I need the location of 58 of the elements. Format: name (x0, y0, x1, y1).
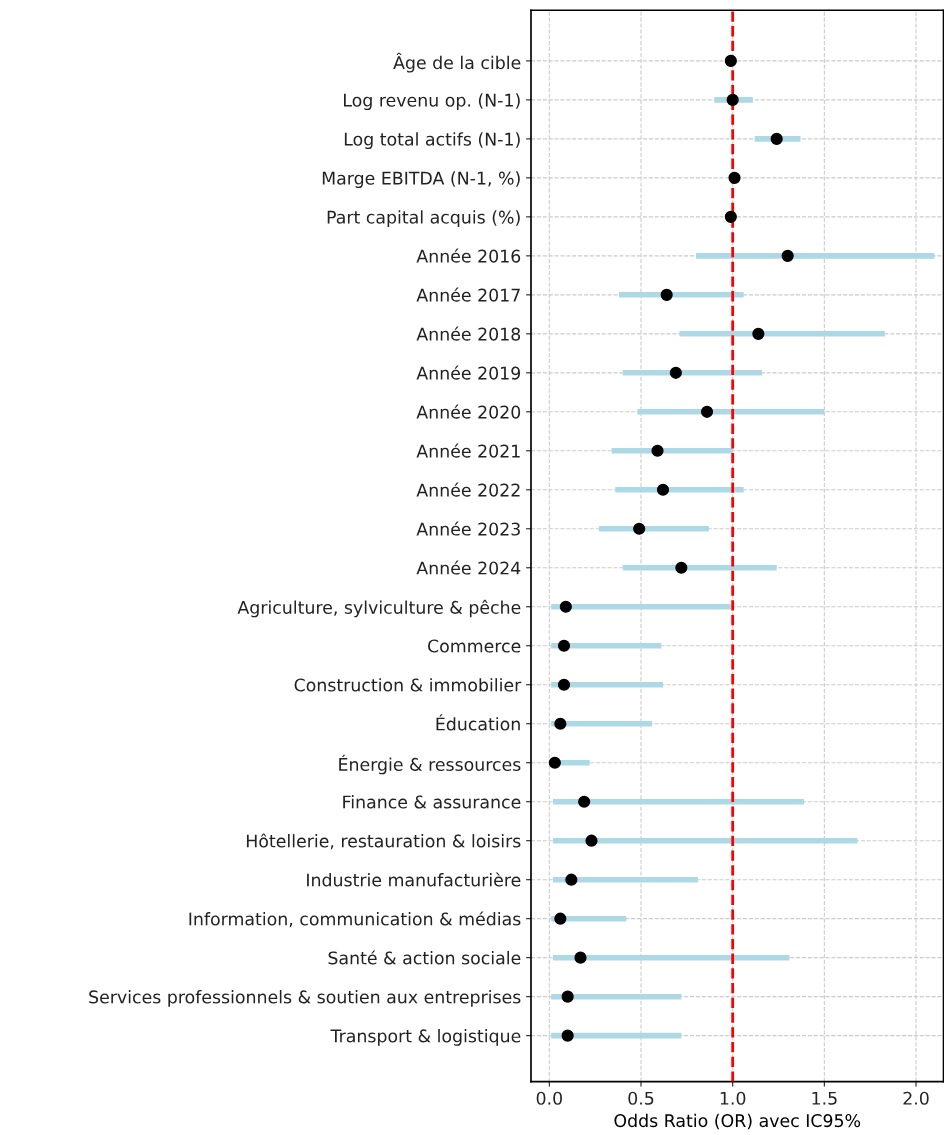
y-tick-label: Log revenu op. (N-1) (344, 93, 520, 111)
x-tick-label: 0.5 (628, 1091, 654, 1105)
y-tick-label: Année 2021 (416, 443, 520, 458)
point (726, 93, 739, 106)
y-tick-label: Âge de la cible (393, 52, 521, 73)
point (578, 795, 591, 808)
point (781, 249, 794, 262)
y-tick-label: Agriculture, sylviculture & pêche (237, 599, 521, 618)
point (633, 522, 646, 535)
y-tick-label: Année 2018 (416, 326, 521, 341)
x-tick-label: 1.5 (812, 1091, 837, 1105)
point (752, 327, 765, 340)
point (724, 210, 737, 223)
point (656, 483, 670, 496)
y-tick-label: Part capital acquis (%) (327, 210, 520, 228)
x-tick-label: 2.0 (903, 1091, 929, 1105)
point (557, 678, 571, 691)
y-tick-label: Année 2020 (416, 404, 521, 419)
y-tick-label: Énergie & ressources (339, 754, 521, 775)
point (724, 54, 737, 67)
point (669, 366, 682, 379)
y-tick-label: Finance & assurance (343, 795, 521, 809)
x-tick-label: 1.0 (720, 1091, 746, 1105)
point (561, 1029, 574, 1042)
point (728, 171, 741, 184)
y-tick-label: Année 2022 (416, 482, 520, 497)
point (660, 288, 673, 301)
point (554, 912, 567, 925)
point (675, 561, 688, 574)
y-tick-label: Éducation (436, 714, 520, 731)
point (557, 639, 571, 652)
y-tick-label: Année 2017 (416, 287, 520, 302)
y-tick-label: Construction & immobilier (294, 678, 522, 692)
y-tick-label: Log total actifs (N-1) (344, 132, 520, 150)
y-tick-label: Année 2016 (416, 248, 521, 263)
y-tick-label: Services professionnels & soutien aux entreprises (89, 990, 521, 1007)
y-tick-label: Marge EBITDA (N-1, %) (322, 171, 520, 189)
point (561, 990, 574, 1003)
y-tick-label: Année 2019 (416, 365, 521, 380)
point (559, 600, 572, 613)
y-tick-label: Année 2023 (416, 521, 520, 536)
point (651, 444, 664, 457)
point (585, 834, 598, 847)
y-tick-label: Information, communication & médias (189, 911, 521, 928)
point (554, 717, 567, 730)
x-tick-label: 0.0 (536, 1091, 562, 1105)
point (574, 951, 587, 964)
point (548, 756, 561, 769)
y-tick-label: Industrie manufacturière (307, 872, 521, 887)
y-tick-label: Transport & logistique (330, 1029, 521, 1046)
y-tick-label: Commerce (428, 639, 521, 653)
point (770, 132, 783, 145)
y-tick-label: Année 2024 (416, 560, 521, 575)
point (565, 873, 578, 886)
y-tick-label: Hôtellerie, restauration & loisirs (246, 833, 521, 850)
point (700, 405, 714, 418)
x-axis-title: Odds Ratio (OR) avec IC95% (614, 1113, 861, 1130)
y-tick-label: Santé & action sociale (328, 950, 521, 965)
